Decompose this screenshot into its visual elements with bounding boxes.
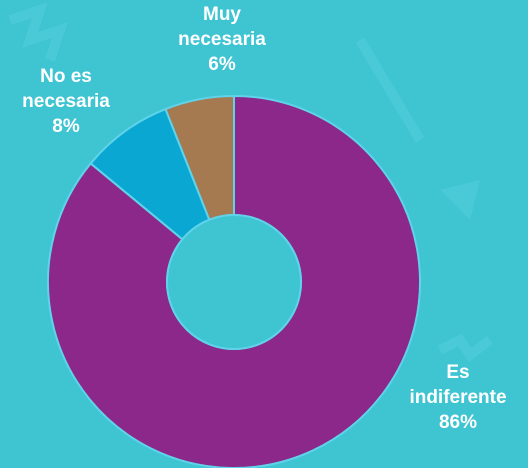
background-decoration [8,2,493,363]
slice-label: No es necesaria [22,66,110,112]
value-label: 86% [439,412,477,433]
label-line: indiferente [409,387,506,408]
label-line: necesaria [22,91,110,112]
value-label: 8% [52,116,80,137]
label-line: Es [446,362,469,383]
slice-label: Muy necesaria [178,4,266,50]
label-line: necesaria [178,29,266,50]
value-label: 6% [208,54,236,75]
slice-label: Es indiferente [409,362,506,408]
label-line: Muy [203,4,241,25]
donut-hole [166,214,302,350]
label-line: No es [40,66,92,87]
